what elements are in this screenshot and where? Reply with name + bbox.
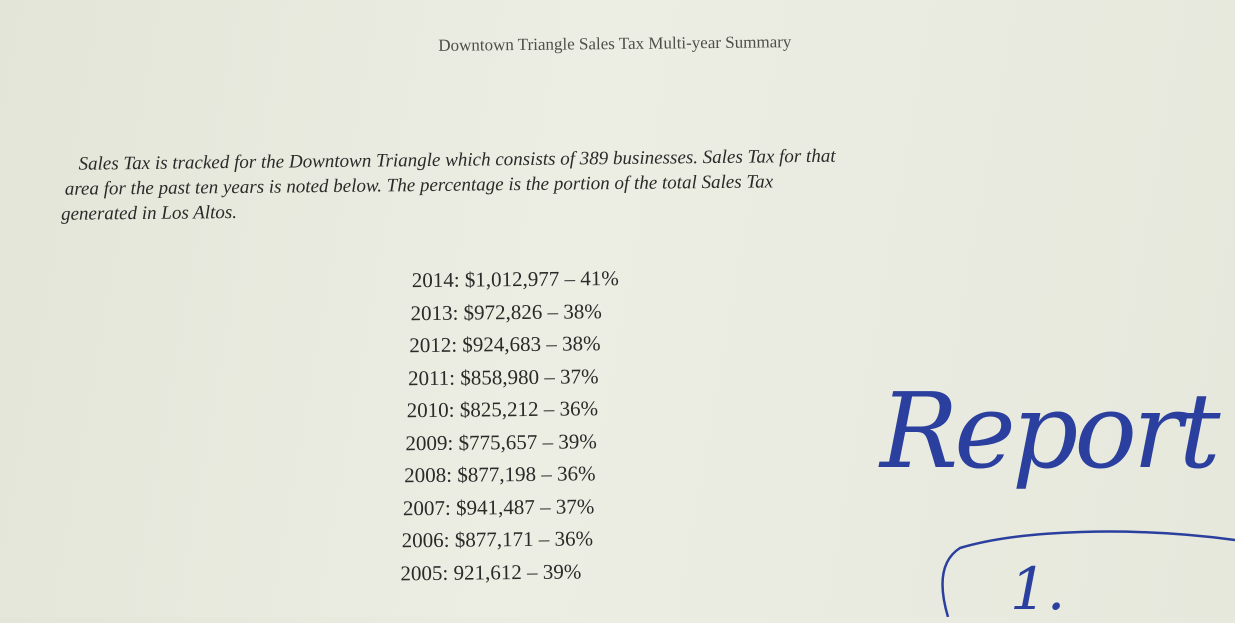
- summary-entry: 2006: $877,171 – 36%: [402, 522, 622, 557]
- intro-paragraph: Sales Tax is tracked for the Downtown Tr…: [78, 144, 836, 227]
- summary-entry: 2007: $941,487 – 37%: [403, 489, 622, 524]
- summary-entry: 2008: $877,198 – 36%: [404, 457, 621, 492]
- summary-entry: 2005: 921,612 – 39%: [400, 554, 622, 589]
- summary-entry: 2013: $972,826 – 38%: [410, 295, 619, 330]
- handwritten-bracket: [900, 500, 1235, 617]
- summary-entry: 2010: $825,212 – 36%: [407, 392, 621, 427]
- summary-entry: 2009: $775,657 – 39%: [405, 425, 620, 460]
- handwritten-word: Report: [880, 370, 1217, 492]
- summary-entry: 2012: $924,683 – 38%: [409, 327, 620, 362]
- summary-entry: 2011: $858,980 – 37%: [408, 360, 620, 395]
- summary-entry: 2014: $1,012,977 – 41%: [412, 262, 619, 297]
- handwritten-number: 1.: [1010, 555, 1065, 623]
- page: Downtown Triangle Sales Tax Multi-year S…: [0, 0, 1235, 617]
- summary-list: 2014: $1,012,977 – 41%2013: $972,826 – 3…: [398, 262, 622, 589]
- document-title: Downtown Triangle Sales Tax Multi-year S…: [0, 28, 1232, 61]
